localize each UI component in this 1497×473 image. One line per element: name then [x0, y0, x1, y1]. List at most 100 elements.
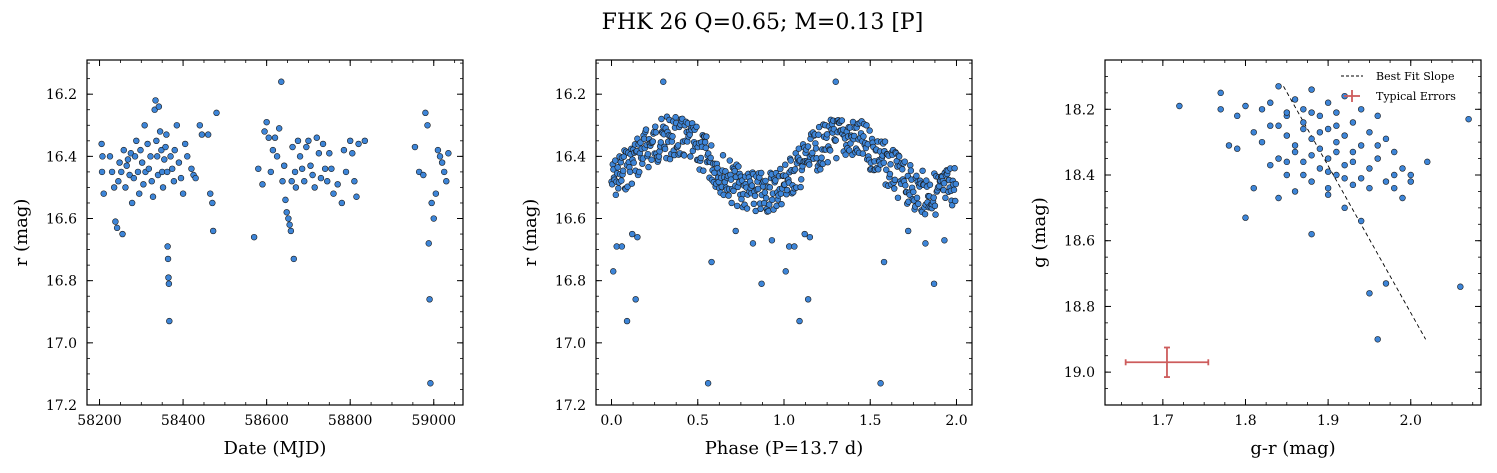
- data-point: [173, 122, 181, 129]
- data-point: [791, 243, 798, 250]
- data-point: [652, 123, 659, 130]
- data-point: [877, 380, 884, 387]
- x-tick-label: 1.5: [859, 413, 881, 429]
- data-point: [1316, 165, 1324, 172]
- data-point: [693, 123, 700, 131]
- data-point: [735, 163, 742, 170]
- data-point: [733, 202, 741, 210]
- data-point: [704, 380, 712, 387]
- data-point: [842, 151, 849, 158]
- data-point: [703, 133, 710, 140]
- data-point: [441, 168, 448, 176]
- x-tick-label: 58600: [244, 413, 289, 429]
- data-point: [661, 145, 669, 153]
- data-point: [726, 157, 733, 164]
- data-point: [1283, 171, 1291, 179]
- data-point: [342, 168, 350, 176]
- data-point: [725, 192, 732, 199]
- data-point: [1267, 161, 1274, 169]
- data-point: [1333, 171, 1340, 179]
- data-point: [863, 122, 870, 129]
- data-point: [347, 137, 354, 145]
- data-point: [148, 178, 155, 185]
- data-point: [1341, 161, 1348, 169]
- ticks-phase: 0.0 0.5 1.0 1.5 2.0 16.2 16.4 16.6 16.8 17.0 17.2: [555, 60, 972, 429]
- x-tick-label: 1.7: [1152, 413, 1174, 429]
- data-point: [1366, 165, 1373, 172]
- data-point: [147, 153, 154, 160]
- x-tick-label: 58800: [328, 413, 373, 429]
- data-point: [1234, 112, 1241, 120]
- data-point: [1341, 175, 1348, 182]
- data-point: [768, 237, 776, 244]
- data-point: [913, 172, 920, 180]
- data-point: [948, 202, 956, 209]
- data-point: [149, 193, 157, 200]
- data-point: [286, 221, 293, 228]
- data-point: [743, 205, 751, 212]
- data-point: [1283, 109, 1291, 116]
- data-point: [838, 117, 846, 124]
- data-point: [110, 184, 118, 191]
- x-tick-label: 1.8: [1234, 413, 1256, 429]
- data-point: [887, 161, 894, 168]
- data-point: [886, 170, 894, 178]
- y-tick-label: 18.6: [1064, 234, 1095, 250]
- data-point: [618, 177, 625, 184]
- data-point: [702, 144, 709, 152]
- data-point: [175, 159, 183, 166]
- x-axis-label-date: Date (MJD): [224, 438, 327, 459]
- data-point: [171, 146, 178, 154]
- best-fit-line: [1283, 86, 1427, 340]
- data-point: [271, 134, 279, 141]
- data-point: [1324, 191, 1332, 198]
- data-point: [315, 150, 323, 157]
- data-point: [309, 171, 316, 179]
- data-point: [833, 154, 840, 162]
- data-point: [164, 168, 171, 176]
- data-point: [818, 154, 825, 161]
- x-tick-label: 2.0: [945, 413, 967, 429]
- data-point: [113, 224, 121, 232]
- data-point: [719, 152, 727, 159]
- legend: Best Fit Slope Typical Errors: [1341, 70, 1456, 103]
- y-tick-label: 17.0: [46, 336, 77, 352]
- data-point: [1399, 194, 1406, 202]
- data-point: [932, 211, 939, 218]
- data-point: [159, 184, 167, 191]
- data-point: [751, 192, 759, 199]
- data-point: [275, 125, 283, 132]
- data-point: [1308, 152, 1315, 159]
- data-point: [758, 169, 765, 177]
- data-point: [123, 162, 130, 169]
- points-date: [98, 78, 452, 387]
- data-point: [1341, 204, 1348, 212]
- points-phase: [608, 78, 960, 387]
- data-point: [891, 185, 898, 192]
- data-point: [165, 280, 173, 287]
- data-point: [128, 199, 136, 207]
- data-point: [177, 174, 185, 182]
- data-point: [130, 174, 137, 182]
- data-point: [136, 190, 143, 197]
- data-point: [426, 296, 433, 303]
- points-color: [1176, 83, 1472, 343]
- data-point: [330, 190, 337, 197]
- data-point: [649, 138, 656, 145]
- data-point: [1407, 178, 1414, 185]
- legend-entry-errors: Typical Errors: [1376, 90, 1456, 103]
- data-point: [782, 161, 789, 168]
- y-tick-label: 17.2: [46, 398, 77, 414]
- data-point: [783, 186, 791, 194]
- data-point: [851, 132, 858, 140]
- data-point: [209, 227, 217, 235]
- data-point: [891, 176, 899, 184]
- y-tick-label: 16.8: [46, 274, 77, 290]
- data-point: [632, 296, 639, 303]
- data-point: [1349, 181, 1357, 189]
- data-point: [758, 280, 765, 287]
- data-point: [434, 146, 442, 154]
- data-point: [425, 240, 432, 247]
- data-point: [99, 153, 106, 160]
- data-point: [436, 153, 444, 160]
